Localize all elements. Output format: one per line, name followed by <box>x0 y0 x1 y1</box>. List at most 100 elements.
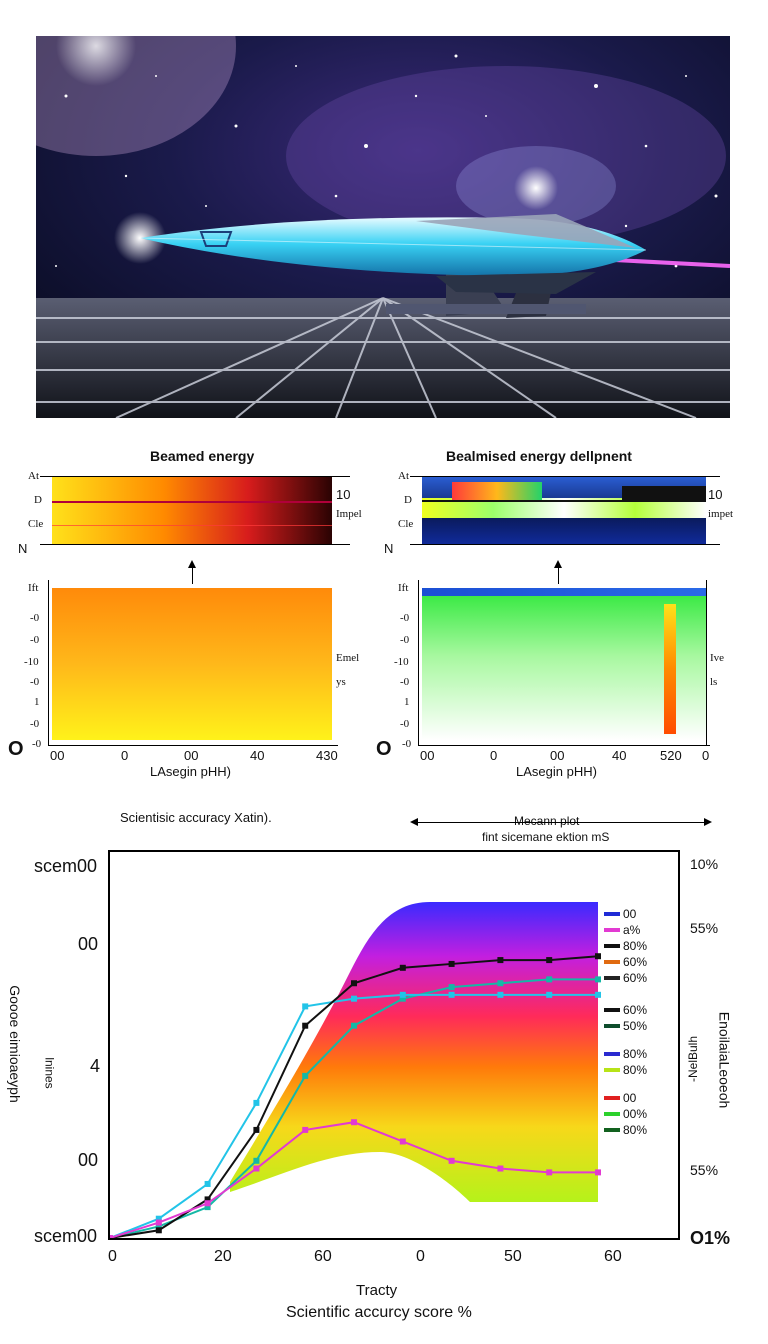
panel-right-ll-7: -0 <box>402 738 412 750</box>
panel-left-ll-7: -0 <box>32 738 42 750</box>
panel-right-arrow <box>558 562 559 584</box>
panel-left-ll-0: Ift <box>28 582 39 594</box>
left-caption: Scientisic accuracy Xatin). <box>120 810 272 825</box>
panel-left-xt-2: 00 <box>184 748 199 763</box>
legend-item: 60% <box>604 1002 647 1018</box>
series-point-teal <box>497 980 504 987</box>
panel-right-mid-rule <box>410 544 720 545</box>
panel-left-line <box>52 501 332 503</box>
legend-item: 80% <box>604 938 647 954</box>
series-point-teal <box>204 1204 211 1211</box>
panel-right-xt-1: 0 <box>490 748 498 763</box>
arrow-up-icon <box>188 560 196 568</box>
panel-right-ll-0: Ift <box>398 582 409 594</box>
series-point-magenta <box>110 1235 113 1238</box>
main-right-tick-1: 55% <box>690 920 719 936</box>
panel-right-ll-2: -0 <box>400 634 410 646</box>
panel-right-top-strip <box>422 588 706 596</box>
series-point-cyan <box>204 1180 211 1187</box>
panel-left-right-label-0: 10 <box>336 487 351 502</box>
legend-item: 80% <box>604 1062 647 1078</box>
legend-swatch <box>604 1128 620 1132</box>
main-x-tick-1: 20 <box>214 1248 232 1265</box>
panel-right-top-rule <box>410 476 720 477</box>
panel-left-ll-6: -0 <box>30 718 40 730</box>
panel-left-xt-4: 430 <box>316 748 338 763</box>
panel-left-label-2: Cle <box>28 518 44 530</box>
series-point-magenta <box>399 1138 406 1145</box>
legend-item: 00 <box>604 1090 647 1106</box>
panel-left-label-1: D <box>34 494 42 506</box>
panel-left-xt-0: 00 <box>50 748 65 763</box>
series-point-teal <box>302 1072 309 1079</box>
series-point-magenta <box>302 1126 309 1133</box>
panel-right-x-axis <box>418 745 710 746</box>
legend: 00 a% 80% 60% 60% 60% 50% 80% 80% 00 00%… <box>604 906 647 1138</box>
series-point-cyan <box>351 995 357 1002</box>
legend-item: 60% <box>604 954 647 970</box>
main-right-label: EnoilaiaLeoeoh <box>716 1011 733 1109</box>
series-point-black <box>302 1022 309 1029</box>
panel-right-line <box>422 500 706 502</box>
panel-right-lr-1: ls <box>710 676 718 688</box>
panel-right-lr-0: Ive <box>710 652 725 664</box>
series-point-black <box>448 960 455 967</box>
panel-right-ll-1: -0 <box>400 612 410 624</box>
panel-right-x-axis-label: LAsegin pHH) <box>516 764 597 779</box>
series-point-cyan <box>546 991 553 998</box>
legend-label: 00% <box>623 1107 648 1121</box>
series-point-black <box>155 1227 162 1234</box>
panel-left-right-label-1: Impel <box>336 508 362 520</box>
legend-item: 00% <box>604 1106 647 1122</box>
series-point-cyan <box>595 991 601 998</box>
legend-label: 80% <box>623 1063 648 1077</box>
panel-right-right-label-1: impet <box>708 508 734 520</box>
panel-left-title: Beamed energy <box>150 448 255 464</box>
legend-swatch <box>604 960 620 964</box>
main-y-tick-0: scem00 <box>34 856 98 876</box>
legend-swatch <box>604 1096 620 1100</box>
panel-right-label-3: N <box>384 541 394 556</box>
series-point-magenta <box>155 1219 162 1226</box>
main-x-tick-2: 60 <box>314 1248 332 1265</box>
panel-left-ll-2: -0 <box>30 634 40 646</box>
main-chart-frame <box>108 850 680 1240</box>
series-point-black <box>497 957 504 964</box>
panel-left-ll-1: -0 <box>30 612 40 624</box>
main-y-tick-3: 00 <box>78 1150 99 1170</box>
legend-swatch <box>604 1008 620 1012</box>
panel-right-y-axis <box>418 580 419 746</box>
legend-label: 00 <box>623 907 637 921</box>
legend-item: 60% <box>604 970 647 986</box>
panel-right-ll-6: -0 <box>400 718 410 730</box>
legend-item: a% <box>604 922 647 938</box>
series-point-cyan <box>302 1003 309 1010</box>
panel-right-xt-5: 0 <box>702 748 710 763</box>
legend-swatch <box>604 1052 620 1056</box>
legend-swatch <box>604 976 620 980</box>
series-point-cyan <box>399 991 406 998</box>
series-point-black <box>204 1196 211 1203</box>
main-x-label-bottom: Scientific accurcy score % <box>286 1304 472 1321</box>
legend-swatch <box>604 1068 620 1072</box>
panel-right-xt-0: 00 <box>420 748 435 763</box>
series-point-black <box>546 957 553 964</box>
series-point-black <box>253 1126 260 1133</box>
panel-left-x-axis <box>48 745 338 746</box>
series-point-teal <box>399 995 406 1002</box>
panel-left-heatmap-top <box>52 476 332 544</box>
right-caption-2: fint sicemane ektion mS <box>482 830 610 844</box>
series-point-cyan <box>253 1099 260 1106</box>
panel-left-mid-rule <box>40 544 350 545</box>
main-x-tick-3: 0 <box>416 1248 425 1265</box>
panel-left-label-3: N <box>18 541 28 556</box>
main-x-label-top: Tracty <box>356 1282 398 1299</box>
panel-left-ll-4: -0 <box>30 676 40 688</box>
legend-swatch <box>604 1112 620 1116</box>
panel-right-xt-4: 520 <box>660 748 682 763</box>
legend-label: a% <box>623 923 641 937</box>
panel-right-bar <box>664 604 676 734</box>
series-point-magenta <box>448 1157 455 1164</box>
series-point-teal <box>253 1157 260 1164</box>
legend-item: 80% <box>604 1046 647 1062</box>
